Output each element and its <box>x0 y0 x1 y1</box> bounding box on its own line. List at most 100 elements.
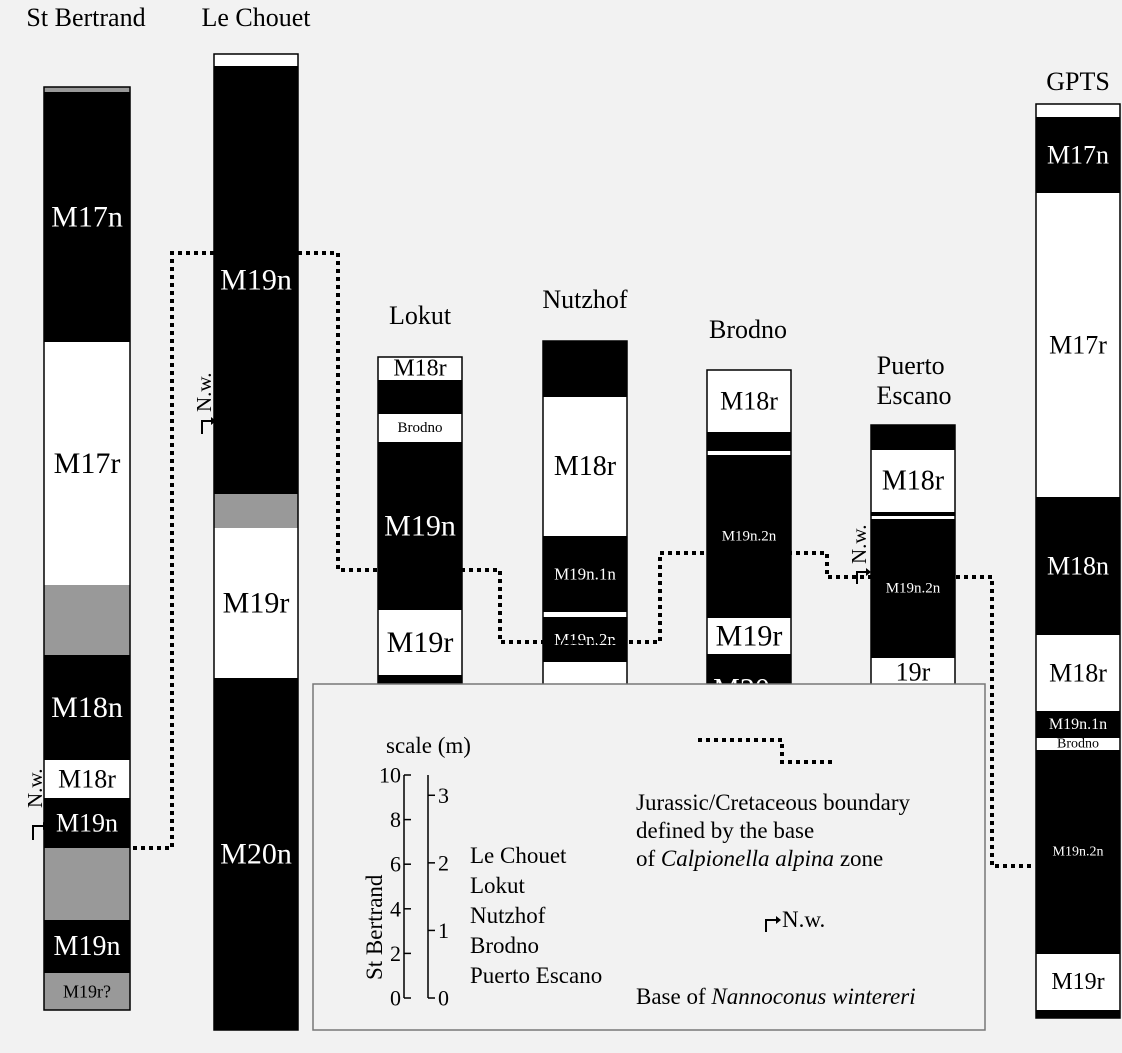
segment-label: 19r <box>896 658 931 687</box>
title-le-chouet: Le Chouet <box>201 3 311 32</box>
segment-m19n-2n <box>1036 750 1120 954</box>
column-le-chouet: M19n M19r M20n <box>213 53 299 1031</box>
scale-tick-label: 2 <box>390 941 401 966</box>
legend-section-name: Nutzhof <box>470 903 546 928</box>
segment-label: M17r <box>1049 331 1107 360</box>
segment-reversed <box>707 451 791 455</box>
segment-label: M17n <box>1047 141 1109 170</box>
title-brodno: Brodno <box>709 315 787 344</box>
nannoconus-marker-st-bertrand: N.w. <box>23 769 49 840</box>
segment-label: M19n <box>56 809 118 838</box>
segment-label: M18n <box>1047 552 1109 581</box>
segment-label: M19n.2n <box>722 529 777 545</box>
nannoconus-marker-puerto-escano: N.w. <box>847 525 871 584</box>
segment-m18r <box>543 397 627 536</box>
scale-tick-label: 4 <box>390 896 401 921</box>
title-nutzhof: Nutzhof <box>542 285 628 314</box>
segment-normal <box>378 380 462 414</box>
segment-label: M19n <box>220 264 292 297</box>
segment-m19n <box>44 798 130 848</box>
legend-boundary-sample <box>698 738 832 764</box>
legend-section-list: Le Chouet Lokut Nutzhof Brodno Puerto Escano <box>470 843 602 988</box>
segment-m17r <box>44 342 130 585</box>
segment-reversed <box>1036 104 1120 117</box>
segment-label: M17n <box>51 201 123 234</box>
nannoconus-label: N.w. <box>23 769 47 808</box>
segment-m19n-2n <box>707 455 791 618</box>
legend-marker-text: N.w. <box>782 907 825 932</box>
nannoconus-arrowhead-icon <box>43 822 49 830</box>
segment-label: M19n.2n <box>1053 845 1104 860</box>
legend-scale-title: scale (m) <box>386 733 471 758</box>
segment-label: M19n.2n <box>886 581 941 597</box>
title-gpts: GPTS <box>1046 67 1110 96</box>
column-outline <box>213 53 299 1031</box>
segment-normal <box>871 425 955 450</box>
segment-label: M19r? <box>63 982 111 1002</box>
segment-m17n <box>1036 117 1120 193</box>
segment-m19n-1n <box>543 536 627 612</box>
legend-section-name: Le Chouet <box>470 843 567 868</box>
title-st-bertrand: St Bertrand <box>26 3 145 32</box>
nannoconus-arrow-icon <box>856 571 866 584</box>
column-outline <box>43 86 131 1011</box>
legend-boundary-line1: Jurassic/Cretaceous boundary <box>636 790 911 815</box>
segment-label: M19r <box>223 587 290 620</box>
title-puerto-escano-line1: Puerto <box>877 351 945 380</box>
legend-boundary-line3: of Calpionella alpina zone <box>636 846 883 871</box>
column-puerto-escano: M18r M19n.2n 19r <box>870 424 956 698</box>
segment-normal <box>871 512 955 516</box>
segment-reversed <box>214 54 298 66</box>
segment-m19r <box>378 610 462 675</box>
segment-m19n-2n <box>543 617 627 662</box>
segment-m19n-1n <box>1036 711 1120 738</box>
segment-label: M18r <box>882 466 945 497</box>
segment-19r <box>871 658 955 686</box>
segment-m18r <box>44 760 130 798</box>
segment-label: M18r <box>393 356 446 382</box>
scale-tick-label: 1 <box>438 918 449 943</box>
scale-tick-label: 6 <box>390 852 401 877</box>
segment-normal <box>1036 1010 1120 1018</box>
nannoconus-arrowhead-icon <box>866 568 871 576</box>
legend-nannoconus-line: Base of Nannoconus wintereri <box>636 984 916 1009</box>
column-st-bertrand: M17n M17r M18n M18r M19n M19n M19r? <box>43 86 131 1011</box>
nannoconus-arrow-icon <box>32 825 43 840</box>
segment-uncertain <box>214 494 298 528</box>
segment-label: M19n.1n <box>1049 716 1107 733</box>
segment-label: Brodno <box>1057 737 1099 752</box>
segment-brodno <box>1036 738 1120 750</box>
legend-boundary-italic: Calpionella alpina <box>661 846 834 871</box>
segment-m19r- <box>44 973 130 1010</box>
segment-reversed <box>543 612 627 617</box>
segment-m19r <box>707 618 791 654</box>
segment-label: M19r <box>1051 969 1104 995</box>
segment-brodno <box>378 414 462 442</box>
segment-label: M19n <box>54 931 121 962</box>
segment-m19n <box>378 442 462 610</box>
segment-normal <box>543 341 627 397</box>
segment-m18r <box>871 450 955 512</box>
segment-label: M19r <box>387 626 454 659</box>
scale-tick-label: 0 <box>438 986 449 1011</box>
legend-section-name: Brodno <box>470 933 539 958</box>
segment-m19n <box>44 920 130 973</box>
legend-scale-left: 10 8 6 4 2 0 <box>379 763 411 1011</box>
segment-m18r <box>707 370 791 432</box>
segment-m18r <box>1036 635 1120 711</box>
nannoconus-arrowhead-icon <box>211 417 216 425</box>
scale-tick-label: 10 <box>379 763 401 788</box>
segment-normal <box>707 432 791 451</box>
segment-m17r <box>1036 193 1120 497</box>
legend-boundary-prefix: of <box>636 846 661 871</box>
nannoconus-marker-le-chouet: N.w. <box>192 373 216 434</box>
segment-reversed <box>871 516 955 519</box>
scale-tick-label: 0 <box>390 986 401 1011</box>
legend-section-name: Puerto Escano <box>470 963 602 988</box>
segment-label: M18n <box>51 691 123 724</box>
segment-label: M18r <box>1049 659 1107 688</box>
nannoconus-label: N.w. <box>192 373 216 412</box>
